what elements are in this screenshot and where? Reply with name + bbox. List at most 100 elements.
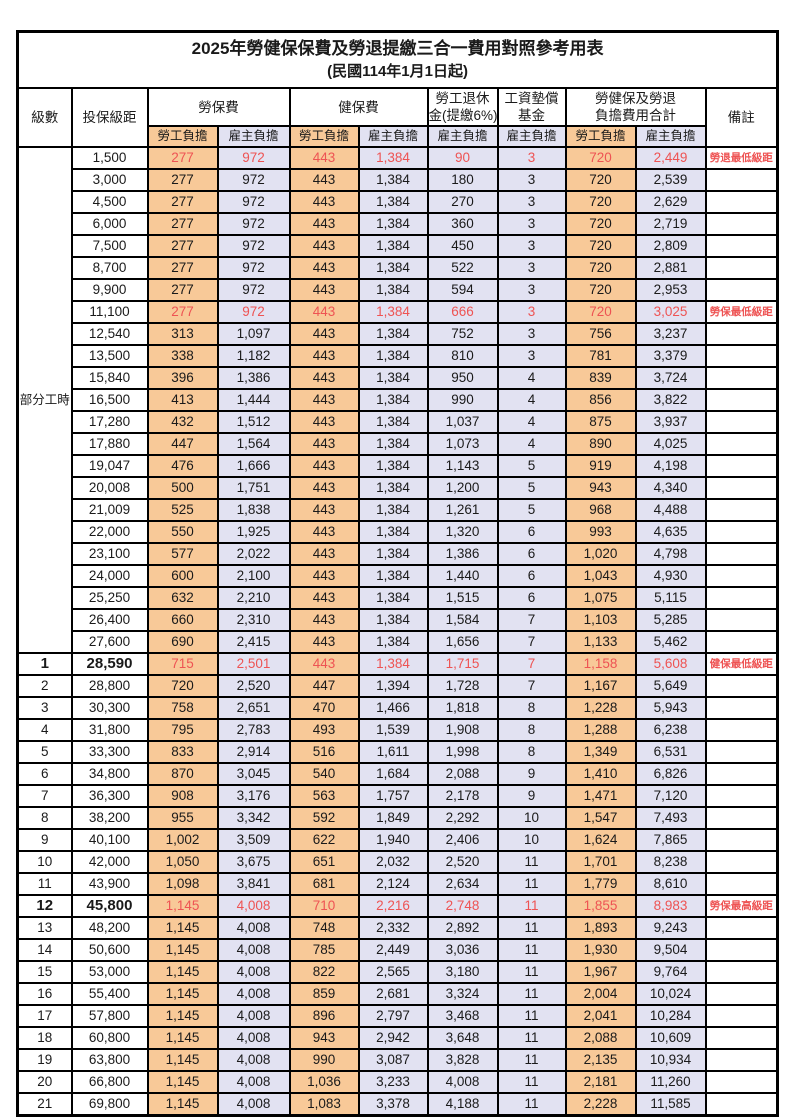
header-total: 勞健保及勞退 負擔費用合計 [564, 87, 707, 127]
remark-cell [704, 696, 779, 720]
labor-employee-cell: 277 [146, 278, 219, 302]
wage-fund-cell: 3 [496, 168, 567, 192]
pension-employer-cell: 1,200 [426, 476, 499, 500]
health-employee-cell: 443 [288, 168, 360, 192]
wage-fund-cell: 6 [496, 542, 567, 566]
labor-employee-cell: 500 [146, 476, 219, 500]
header-pension: 勞工退休 金(提繳6%) [426, 87, 499, 127]
labor-employee-cell: 1,145 [146, 1048, 219, 1072]
health-employee-cell: 443 [288, 344, 360, 368]
pension-employer-cell: 2,892 [426, 916, 499, 940]
health-employer-cell: 1,394 [357, 674, 429, 698]
health-employer-cell: 1,384 [357, 652, 429, 676]
health-employer-cell: 1,757 [357, 784, 429, 808]
header-wage-fund-line2: 基金 [518, 108, 545, 123]
total-employer-cell: 4,198 [634, 454, 707, 478]
labor-employee-cell: 600 [146, 564, 219, 588]
header-wage-fund: 工資墊償 基金 [496, 87, 567, 127]
table-row: 18 60,800 1,145 4,008 943 2,942 3,648 11 2,088 10… [16, 1026, 779, 1050]
labor-employee-cell: 715 [146, 652, 219, 676]
wage-fund-cell: 10 [496, 828, 567, 852]
remark-cell [704, 1004, 779, 1028]
remark-cell [704, 476, 779, 500]
labor-employee-cell: 1,098 [146, 872, 219, 896]
page-title: 2025年勞健保保費及勞退提繳三合一費用對照參考用表 [191, 39, 604, 58]
table-row: 19 63,800 1,145 4,008 990 3,087 3,828 11 2,135 10… [16, 1048, 779, 1072]
total-employer-cell: 4,488 [634, 498, 707, 522]
total-employee-cell: 1,893 [564, 916, 637, 940]
table-row: 21 69,800 1,145 4,008 1,083 3,378 4,188 11 2,228… [16, 1092, 779, 1117]
total-employee-cell: 1,349 [564, 740, 637, 764]
labor-employer-cell: 972 [216, 256, 291, 280]
health-employer-cell: 1,384 [357, 410, 429, 434]
remark-cell [704, 410, 779, 434]
pension-employer-cell: 90 [426, 146, 499, 170]
total-employer-cell: 5,462 [634, 630, 707, 654]
bracket-cell: 53,000 [70, 960, 149, 984]
bracket-cell: 57,800 [70, 1004, 149, 1028]
total-employer-cell: 10,609 [634, 1026, 707, 1050]
remark-cell [704, 850, 779, 874]
health-employer-cell: 1,384 [357, 256, 429, 280]
total-employee-cell: 1,288 [564, 718, 637, 742]
total-employee-cell: 1,471 [564, 784, 637, 808]
health-employer-cell: 1,539 [357, 718, 429, 742]
labor-employer-cell: 4,008 [216, 916, 291, 940]
remark-cell [704, 564, 779, 588]
table-row: 13 48,200 1,145 4,008 748 2,332 2,892 11 1,893 9,… [16, 916, 779, 940]
labor-employee-cell: 277 [146, 234, 219, 258]
total-employer-cell: 8,238 [634, 850, 707, 874]
pension-employer-cell: 1,320 [426, 520, 499, 544]
remark-cell [704, 432, 779, 456]
labor-employee-cell: 432 [146, 410, 219, 434]
remark-cell [704, 1048, 779, 1072]
wage-fund-cell: 5 [496, 454, 567, 478]
header-total-line1: 勞健保及勞退 [595, 91, 676, 106]
total-employer-cell: 3,937 [634, 410, 707, 434]
pension-employer-cell: 1,073 [426, 432, 499, 456]
subheader-labor-employer: 雇主負擔 [216, 125, 291, 148]
total-employee-cell: 919 [564, 454, 637, 478]
subheader-health-employee: 勞工負擔 [288, 125, 360, 148]
total-employee-cell: 2,004 [564, 982, 637, 1006]
health-employee-cell: 443 [288, 388, 360, 412]
pension-employer-cell: 1,908 [426, 718, 499, 742]
total-employee-cell: 1,020 [564, 542, 637, 566]
bracket-cell: 1,500 [70, 146, 149, 170]
pension-employer-cell: 2,292 [426, 806, 499, 830]
labor-employer-cell: 4,008 [216, 1070, 291, 1094]
health-employee-cell: 443 [288, 322, 360, 346]
total-employee-cell: 1,930 [564, 938, 637, 962]
table-row: 1 28,590 715 2,501 443 1,384 1,715 7 1,158 5,608 健… [16, 652, 779, 676]
total-employer-cell: 11,585 [634, 1092, 707, 1117]
page-subtitle: (民國114年1月1日起) [327, 63, 468, 80]
bracket-cell: 69,800 [70, 1092, 149, 1117]
health-employee-cell: 443 [288, 652, 360, 676]
bracket-cell: 13,500 [70, 344, 149, 368]
table-row: 16 55,400 1,145 4,008 859 2,681 3,324 11 2,004 10… [16, 982, 779, 1006]
wage-fund-cell: 10 [496, 806, 567, 830]
labor-employer-cell: 1,444 [216, 388, 291, 412]
labor-employer-cell: 1,386 [216, 366, 291, 390]
bracket-cell: 36,300 [70, 784, 149, 808]
level-cell: 19 [16, 1048, 73, 1072]
table-body: 部分工時 1,500 277 972 443 1,384 90 3 720 2,449 勞退最低級距… [16, 146, 779, 1117]
total-employee-cell: 890 [564, 432, 637, 456]
labor-employer-cell: 1,666 [216, 454, 291, 478]
total-employee-cell: 1,075 [564, 586, 637, 610]
labor-employee-cell: 1,002 [146, 828, 219, 852]
total-employer-cell: 5,649 [634, 674, 707, 698]
table-row: 3,000 277 972 443 1,384 180 3 720 2,539 [18, 168, 779, 192]
pension-employer-cell: 3,180 [426, 960, 499, 984]
wage-fund-cell: 11 [496, 916, 567, 940]
labor-employer-cell: 4,008 [216, 1004, 291, 1028]
table-row: 25,250 632 2,210 443 1,384 1,515 6 1,075 5,115 [18, 586, 779, 610]
remark-cell [704, 212, 779, 236]
labor-employer-cell: 1,182 [216, 344, 291, 368]
labor-employer-cell: 3,675 [216, 850, 291, 874]
labor-employee-cell: 955 [146, 806, 219, 830]
total-employer-cell: 3,724 [634, 366, 707, 390]
health-employer-cell: 3,087 [357, 1048, 429, 1072]
health-employee-cell: 622 [288, 828, 360, 852]
labor-employee-cell: 870 [146, 762, 219, 786]
